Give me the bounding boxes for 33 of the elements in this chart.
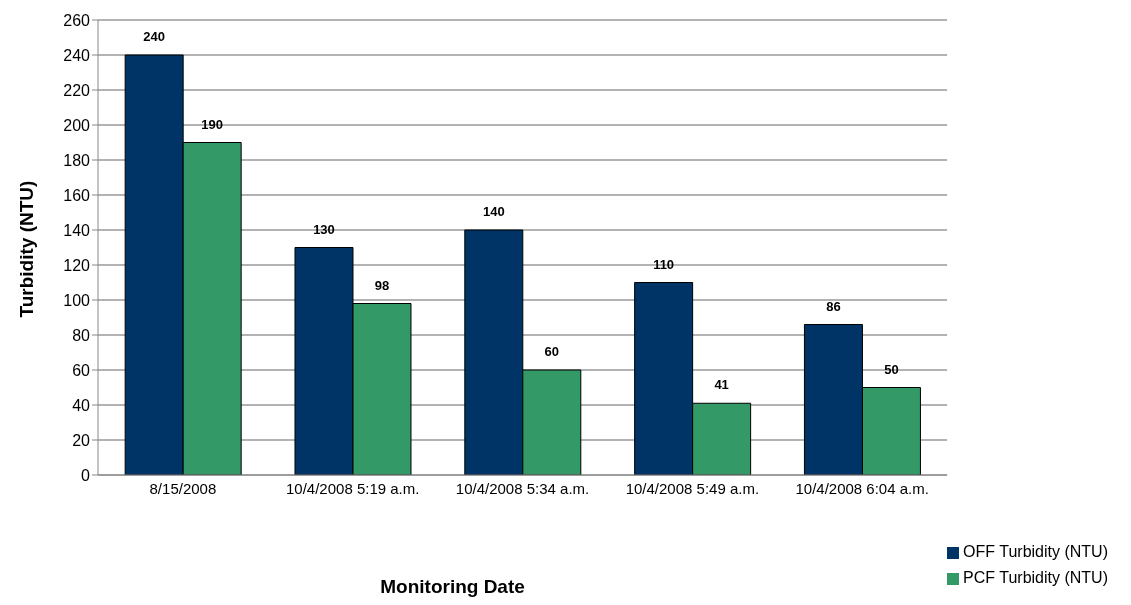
y-tick-label: 220 <box>63 81 91 99</box>
data-label: 140 <box>482 204 505 219</box>
x-tick-label: 10/4/2008 5:19 a.m. <box>286 479 420 497</box>
legend-label: OFF Turbidity (NTU) <box>963 543 1108 560</box>
y-tick-label: 20 <box>72 431 91 449</box>
x-axis-title: Monitoring Date <box>380 576 525 597</box>
y-tick-label: 60 <box>72 361 91 379</box>
x-tick-label: 10/4/2008 5:49 a.m. <box>625 479 760 497</box>
y-tick-label: 200 <box>63 116 91 134</box>
data-label: 50 <box>884 361 899 377</box>
data-label: 240 <box>143 29 166 44</box>
data-label: 86 <box>826 298 841 314</box>
data-label: 110 <box>653 256 675 272</box>
data-label: 41 <box>714 377 729 393</box>
data-label: 98 <box>374 277 390 293</box>
data-label: 190 <box>201 116 224 132</box>
legend-label: PCF Turbidity (NTU) <box>963 569 1108 586</box>
y-tick-label: 140 <box>63 221 91 239</box>
y-tick-label: 260 <box>63 11 91 29</box>
data-label: 130 <box>313 221 335 237</box>
y-tick-label: 120 <box>63 256 91 274</box>
y-tick-label: 100 <box>63 291 91 309</box>
x-tick-label: 10/4/2008 5:34 a.m. <box>455 479 590 497</box>
y-tick-label: 180 <box>63 151 91 169</box>
y-tick-label: 80 <box>72 326 91 344</box>
y-tick-label: 160 <box>63 186 91 204</box>
y-tick-label: 240 <box>63 46 91 64</box>
y-tick-label: 0 <box>81 466 91 484</box>
data-label: 60 <box>544 344 560 359</box>
x-tick-label: 8/15/2008 <box>149 479 217 497</box>
y-axis-title: Turbidity (NTU) <box>15 180 37 318</box>
x-tick-label: 10/4/2008 6:04 a.m. <box>795 479 929 497</box>
y-tick-label: 40 <box>72 396 91 414</box>
